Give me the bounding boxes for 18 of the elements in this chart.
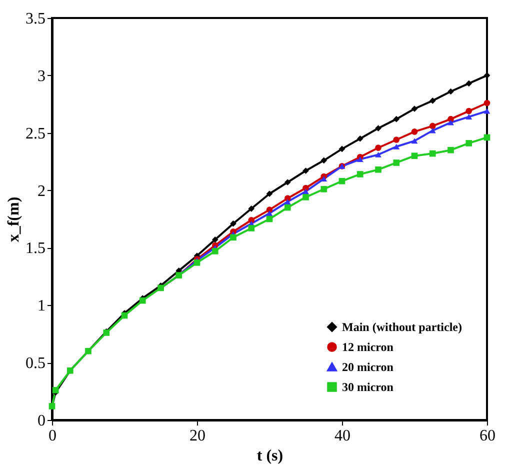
- x-tick-label: 40: [334, 428, 350, 444]
- y-tick-label: 2.5: [26, 125, 46, 142]
- x-tick-label: 60: [480, 428, 496, 444]
- y-tick-label: 3.5: [26, 10, 46, 28]
- y-tick-label: 0: [38, 412, 46, 430]
- x-axis-title: t (s): [256, 448, 284, 464]
- legend-label: 20 micron: [342, 360, 394, 374]
- legend-label: 12 micron: [342, 340, 394, 354]
- legend-label: 30 micron: [342, 380, 394, 394]
- y-tick-label: 1.5: [26, 240, 46, 258]
- y-tick-label: 1: [38, 298, 46, 315]
- y-axis-title: x_f(m): [6, 196, 22, 242]
- x-tick-label: 20: [190, 428, 206, 444]
- y-tick-label: 0.5: [26, 355, 46, 372]
- x-tick-label: 0: [48, 428, 56, 444]
- legend-label: Main (without particle): [342, 320, 462, 334]
- y-tick-label: 2: [38, 182, 46, 200]
- y-tick-label: 3: [38, 68, 46, 85]
